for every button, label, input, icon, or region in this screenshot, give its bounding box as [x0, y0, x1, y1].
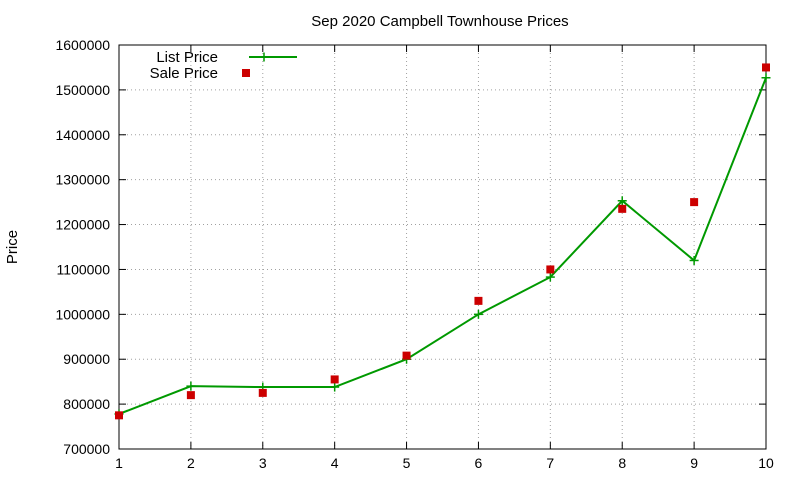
legend-sample-marker — [259, 52, 269, 62]
legend-sample-marker — [242, 69, 250, 77]
x-tick-label: 2 — [187, 455, 195, 471]
x-tick-label: 4 — [331, 455, 339, 471]
y-tick-label: 1400000 — [55, 127, 110, 143]
x-tick-label: 5 — [403, 455, 411, 471]
legend-label: List Price — [156, 49, 218, 66]
y-tick-label: 900000 — [63, 351, 110, 367]
sale-price-point — [258, 388, 267, 397]
plot-border — [118, 44, 767, 450]
y-axis-label: Price — [4, 230, 21, 264]
x-tick-label: 7 — [546, 455, 554, 471]
list-price-point — [186, 381, 196, 391]
y-tick-label: 1500000 — [55, 82, 110, 98]
chart-title: Sep 2020 Campbell Townhouse Prices — [311, 13, 568, 30]
sale-price-point — [762, 63, 770, 72]
x-tick-label: 8 — [618, 455, 626, 471]
series-sale-price — [115, 63, 770, 420]
grid — [119, 45, 766, 449]
list-price-point — [473, 309, 483, 319]
sale-price-point — [402, 351, 411, 360]
sale-price-point — [115, 411, 123, 420]
list-price-point — [617, 196, 627, 206]
list-price-point — [545, 272, 555, 282]
y-tick-label: 1100000 — [57, 261, 111, 277]
y-tick-label: 700000 — [63, 441, 110, 457]
y-tick-label: 1300000 — [55, 172, 110, 188]
sale-price-point — [186, 391, 195, 400]
sale-price-point — [330, 375, 339, 384]
sale-price-point — [474, 296, 483, 305]
y-tick-label: 1000000 — [55, 306, 110, 322]
y-tick-label: 800000 — [63, 396, 110, 412]
series-line — [118, 77, 767, 415]
x-tick-label: 3 — [259, 455, 267, 471]
sale-price-point — [618, 204, 627, 213]
x-tick-label: 6 — [475, 455, 483, 471]
list-price-point — [761, 73, 771, 83]
list-price-point — [689, 255, 699, 265]
x-tick-label: 10 — [758, 455, 774, 471]
sale-price-point — [546, 265, 555, 274]
x-tick-label: 9 — [690, 455, 698, 471]
series — [114, 63, 771, 420]
y-tick-label: 1600000 — [55, 37, 110, 53]
sale-price-point — [690, 198, 699, 207]
axes: 1 2 3 4 5 6 7 8 9 10 700000 800000 900000 1000000 1100… — [55, 37, 774, 471]
x-tick-label: 1 — [115, 455, 123, 471]
series-list-price — [114, 73, 771, 419]
y-tick-label: 1200000 — [55, 217, 110, 233]
legend-label: Sale Price — [150, 65, 218, 82]
list-price-point — [330, 382, 340, 392]
